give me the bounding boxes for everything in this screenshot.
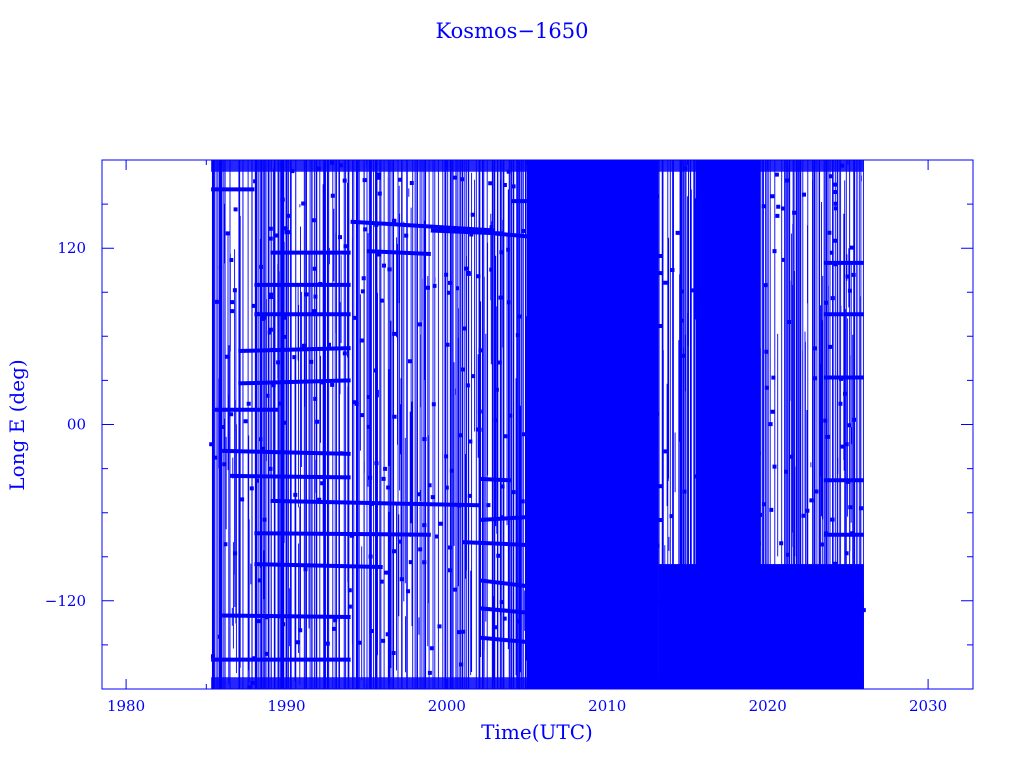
x-tick-label: 2010	[588, 697, 626, 715]
wrap-band-0	[211, 160, 864, 172]
drift-segment-26	[527, 518, 664, 524]
drift-segment-2	[222, 448, 351, 456]
x-tick-label: 2020	[749, 697, 787, 715]
drift-segment-25	[527, 481, 664, 489]
drift-segment-14	[350, 219, 496, 233]
drift-segment-4	[238, 378, 351, 386]
y-axis-label: Long E (deg)	[5, 359, 29, 490]
drift-segment-18	[462, 540, 528, 547]
chart-title: Kosmos−1650	[436, 19, 589, 43]
y-tick-label: 00	[67, 416, 86, 434]
wrap-traces	[211, 160, 864, 689]
drift-segment-3	[230, 473, 351, 480]
drift-segment-16	[430, 228, 504, 236]
x-tick-label: 1990	[267, 697, 305, 715]
drift-segment-21	[478, 635, 528, 644]
x-tick-label: 2000	[428, 697, 466, 715]
drift-segment-28	[655, 598, 864, 606]
drift-segment-12	[222, 613, 351, 619]
drift-segment-5	[238, 346, 351, 353]
drift-segment-20	[478, 606, 528, 615]
wrap-band-1	[211, 677, 864, 689]
drift-segment-11	[254, 562, 383, 569]
drift-segment-23	[478, 476, 512, 483]
axis-ticks	[102, 159, 973, 690]
x-axis-label: Time(UTC)	[481, 720, 593, 744]
drift-segment-15	[366, 249, 431, 256]
drift-segment-10	[254, 531, 431, 537]
data-layer	[209, 160, 866, 689]
drift-segment-17	[494, 231, 528, 239]
y-tick-label: 120	[57, 239, 86, 257]
drift-segment-27	[527, 268, 664, 276]
y-tick-label: −120	[45, 592, 86, 610]
x-tick-label: 2030	[909, 697, 947, 715]
drift-segment-19	[478, 578, 528, 589]
drift-segment-9	[270, 498, 480, 508]
axes-layer: 1980 1990 2000 2010 2020 2030 −120 00 120	[45, 159, 973, 715]
x-tick-label: 1980	[107, 697, 145, 715]
plot-area	[209, 160, 866, 689]
